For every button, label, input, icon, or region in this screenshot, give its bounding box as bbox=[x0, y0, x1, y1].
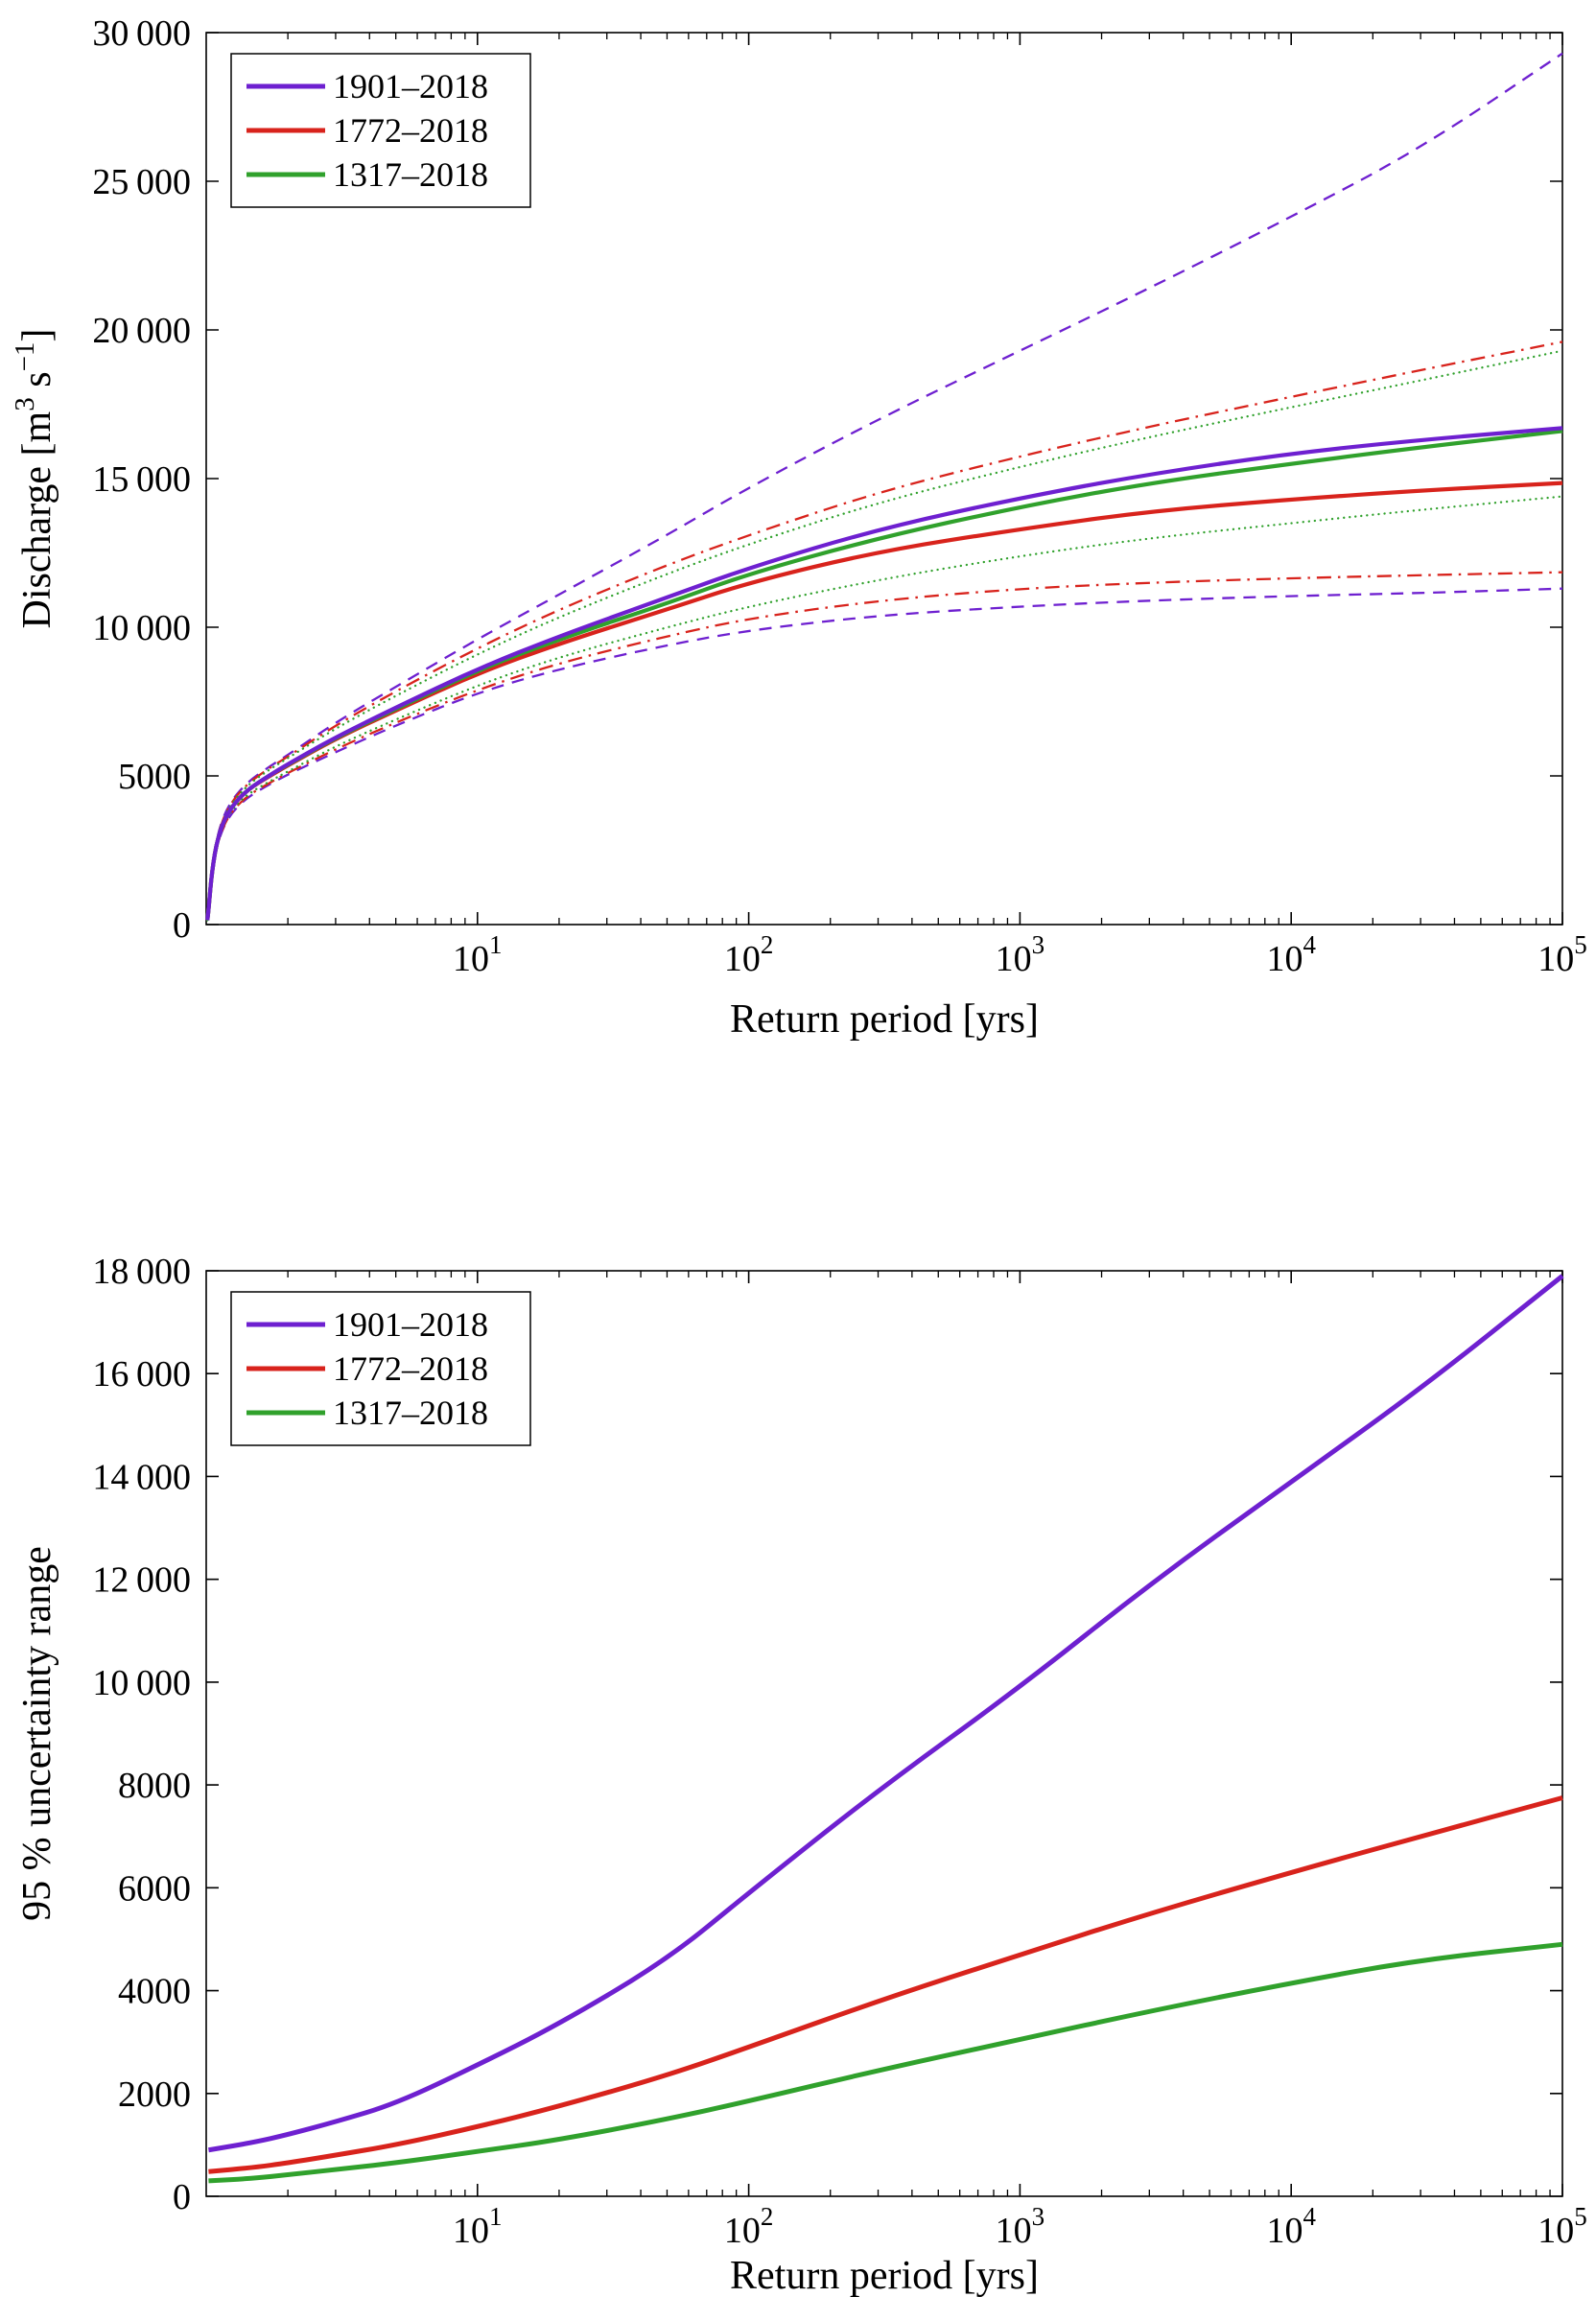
series-1317-2018-uncertainty-range bbox=[208, 1941, 1563, 2184]
uncertainty-panel: 101 102 103 104 105 0 2000 4000 6000 8000 10 000 12… bbox=[0, 1103, 1596, 2297]
legend: 1901–2018 1772–2018 1317–2018 bbox=[230, 53, 531, 208]
series-1901-2018-best-estimate bbox=[205, 426, 1563, 921]
series-1772-2018-uncertainty-range bbox=[208, 1795, 1563, 2174]
discharge-vs-return-period-chart: 101 102 103 104 105 0 5000 10 000 15 000 20 000 25… bbox=[10, 13, 1587, 1042]
x-axis-tick-label: 104 bbox=[1266, 930, 1316, 979]
y-axis-tick-label: 5000 bbox=[118, 757, 191, 797]
y-axis-tick-label: 10 000 bbox=[92, 608, 191, 648]
y-axis-tick-label: 18 000 bbox=[92, 1252, 191, 1292]
y-axis-tick-label: 30 000 bbox=[92, 13, 191, 54]
y-axis-tick-label: 8000 bbox=[118, 1766, 191, 1806]
y-axis-tick-label: 12 000 bbox=[92, 1560, 191, 1601]
x-axis-tick-label: 105 bbox=[1537, 2202, 1587, 2251]
series-1317-2018-best-estimate bbox=[205, 429, 1563, 921]
series-1901-2018-lower-bound bbox=[206, 587, 1563, 921]
series-1772-2018-upper-bound bbox=[206, 340, 1563, 921]
x-axis-tick-label: 101 bbox=[453, 930, 503, 979]
axis-major-ticks bbox=[206, 32, 1563, 926]
legend-entry-label: 1317–2018 bbox=[333, 1394, 488, 1432]
x-axis-tick-label: 102 bbox=[724, 930, 774, 979]
y-axis-tick-label: 25 000 bbox=[92, 162, 191, 202]
plot-box bbox=[205, 1270, 1563, 2197]
y-axis-tick-label: 16 000 bbox=[92, 1354, 191, 1395]
y-axis-tick-label: 20 000 bbox=[92, 311, 191, 351]
flood-frequency-panel: 101 102 103 104 105 0 5000 10 000 15 000 20 000 25… bbox=[0, 0, 1596, 1103]
y-axis-tick-label: 0 bbox=[173, 2177, 191, 2217]
axis-major-ticks bbox=[206, 1270, 1563, 2197]
x-axis-tick-label: 104 bbox=[1266, 2202, 1316, 2251]
legend-entry-label: 1901–2018 bbox=[333, 1305, 488, 1344]
series-1317-2018-lower-bound bbox=[206, 495, 1564, 922]
legend-entry-label: 1901–2018 bbox=[333, 67, 488, 105]
x-axis-minor-ticks bbox=[287, 1271, 1551, 2196]
legend-entry-label: 1772–2018 bbox=[333, 111, 488, 150]
x-axis-tick-label: 101 bbox=[453, 2202, 503, 2251]
legend-entry-label: 1772–2018 bbox=[333, 1349, 488, 1388]
x-axis-tick-label: 105 bbox=[1537, 930, 1587, 979]
x-axis-label: Return period [yrs] bbox=[730, 997, 1039, 1042]
y-axis-tick-label: 10 000 bbox=[92, 1663, 191, 1703]
legend: 1901–2018 1772–2018 1317–2018 bbox=[230, 1291, 531, 1446]
y-axis-label: 95 % uncertainty range bbox=[15, 1546, 59, 1921]
uncertainty-range-vs-return-period-chart: 101 102 103 104 105 0 2000 4000 6000 8000 10 000 12… bbox=[15, 1252, 1587, 2297]
x-axis-tick-label: 103 bbox=[996, 2202, 1045, 2251]
y-axis-tick-label: 15 000 bbox=[92, 459, 191, 500]
x-axis-tick-label: 102 bbox=[724, 2202, 774, 2251]
y-axis-tick-label: 0 bbox=[173, 905, 191, 946]
legend-entry-label: 1317–2018 bbox=[333, 155, 488, 194]
y-axis-tick-label: 6000 bbox=[118, 1868, 191, 1909]
y-axis-tick-label: 14 000 bbox=[92, 1457, 191, 1497]
x-axis-tick-label: 103 bbox=[996, 930, 1045, 979]
series-1772-2018-lower-bound bbox=[206, 571, 1563, 921]
series-1317-2018-upper-bound bbox=[206, 349, 1564, 922]
y-axis-label: Discharge [m3 s−1] bbox=[10, 329, 59, 629]
series-1901-2018-uncertainty-range bbox=[208, 1274, 1564, 2153]
x-axis-label: Return period [yrs] bbox=[730, 2254, 1039, 2297]
y-axis-tick-label: 2000 bbox=[118, 2074, 191, 2115]
x-axis-minor-ticks bbox=[287, 33, 1551, 925]
y-axis-tick-label: 4000 bbox=[118, 1972, 191, 2012]
